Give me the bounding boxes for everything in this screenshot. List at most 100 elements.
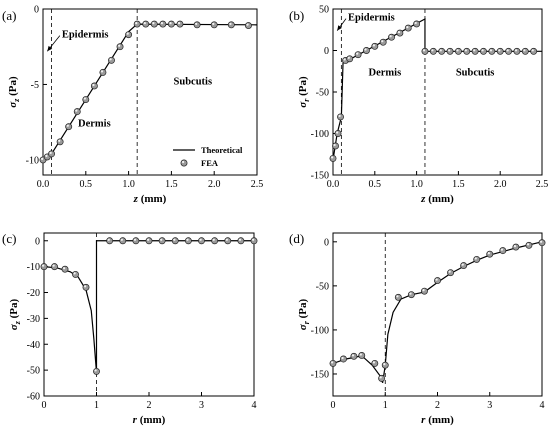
fea-data-point — [56, 138, 64, 146]
fea-marker — [460, 262, 468, 270]
fea-marker-highlight — [160, 238, 163, 241]
y-tick-label: -50 — [316, 88, 329, 99]
fea-marker — [525, 241, 533, 249]
fea-marker — [340, 355, 347, 363]
fea-marker-highlight — [336, 131, 339, 134]
fea-marker-highlight — [238, 238, 242, 241]
fea-data-point — [513, 47, 521, 55]
fea-data-point — [420, 287, 428, 295]
fea-marker — [180, 159, 188, 167]
fea-marker-highlight — [506, 49, 509, 52]
fea-marker-highlight — [540, 240, 543, 243]
fea-marker — [471, 47, 479, 55]
fea-marker — [505, 47, 513, 55]
fea-marker-highlight — [364, 48, 367, 51]
fea-marker — [211, 237, 219, 245]
fea-data-point — [158, 237, 166, 245]
x-axis-label: z (mm) — [420, 193, 454, 205]
fea-marker-highlight — [186, 238, 189, 241]
region-annotation: Dermis — [369, 67, 402, 78]
fea-marker — [358, 352, 366, 359]
fea-marker-highlight — [347, 56, 350, 59]
fea-marker-highlight — [49, 151, 52, 154]
fea-marker — [454, 47, 462, 55]
fea-marker — [106, 237, 114, 245]
fea-marker — [346, 55, 354, 63]
x-tick-label: 2 — [435, 400, 440, 411]
fea-data-point — [193, 21, 201, 29]
fea-marker-highlight — [498, 49, 501, 52]
fea-data-point — [210, 21, 218, 29]
fea-marker — [73, 108, 81, 116]
fea-marker-highlight — [107, 238, 110, 241]
fea-marker — [480, 47, 487, 55]
fea-data-point — [145, 237, 153, 245]
fea-marker-highlight — [75, 109, 78, 112]
fea-marker — [167, 20, 175, 28]
fea-data-point — [211, 237, 219, 245]
fea-marker — [237, 237, 245, 245]
fea-data-point — [237, 237, 245, 245]
fea-data-point — [488, 47, 496, 55]
y-tick-label: -10 — [27, 262, 40, 273]
fea-marker-highlight — [523, 49, 526, 52]
fea-marker-highlight — [359, 353, 362, 356]
fea-data-point — [446, 47, 454, 55]
series-line-theoretical — [43, 240, 254, 373]
fea-marker-highlight — [435, 278, 438, 281]
panel-letter: (b) — [289, 8, 304, 23]
fea-marker — [421, 47, 429, 55]
fea-marker-highlight — [341, 356, 344, 360]
series-line-theoretical — [42, 23, 258, 161]
fea-data-point — [93, 367, 100, 375]
fea-marker — [158, 237, 166, 245]
fea-data-point — [99, 68, 107, 76]
fea-data-point — [119, 237, 127, 245]
fea-data-point — [471, 47, 479, 55]
chart-panel-3: (d) 0 1 2 3 4 0 -50 -100 -150 r (mm) σr (Pa) — [289, 231, 546, 426]
chart-panel-1: (b) 0.0 0.5 1.0 1.5 2.0 2.5 50 0 -50 -100 -150 z (mm… — [289, 5, 548, 206]
x-tick-label: 0.5 — [369, 179, 382, 190]
fea-marker — [463, 47, 471, 55]
fea-data-point — [167, 20, 175, 28]
fea-marker — [334, 130, 342, 137]
fea-data-point — [176, 20, 184, 28]
y-axis-label: σr (Pa) — [297, 298, 311, 330]
fea-marker — [224, 237, 232, 245]
fea-marker — [176, 20, 184, 28]
fea-marker-highlight — [52, 264, 55, 267]
fea-data-point — [125, 31, 133, 39]
fea-marker-highlight — [331, 361, 334, 364]
fea-data-point — [407, 291, 415, 299]
fea-marker-highlight — [212, 238, 215, 241]
y-tick-label: 0 — [324, 237, 329, 248]
y-tick-label: -50 — [316, 281, 329, 292]
plot-frame — [332, 232, 543, 397]
fea-data-point — [463, 47, 471, 55]
fea-data-point — [61, 265, 69, 273]
fea-marker — [116, 43, 124, 51]
y-tick-label: -10 — [26, 155, 39, 166]
fea-marker-highlight — [169, 21, 172, 25]
x-tick-label: 3 — [487, 400, 492, 411]
fea-marker-highlight — [133, 238, 137, 241]
fea-data-point — [438, 47, 446, 55]
fea-marker-highlight — [448, 49, 451, 52]
fea-data-point — [73, 108, 81, 116]
fea-marker-highlight — [487, 252, 490, 255]
fea-marker-highlight — [389, 35, 392, 38]
fea-marker-highlight — [409, 292, 412, 295]
region-annotation: Subcutis — [456, 67, 495, 78]
fea-marker-highlight — [109, 58, 112, 61]
fea-data-point — [329, 154, 337, 162]
fea-marker — [332, 142, 339, 150]
x-tick-label: 0.5 — [80, 179, 93, 190]
fea-marker — [329, 154, 337, 162]
x-tick-label: 1.0 — [410, 179, 423, 190]
fea-data-point — [354, 51, 362, 59]
fea-marker-highlight — [481, 49, 484, 52]
fea-marker-highlight — [514, 49, 518, 52]
fea-data-point — [521, 47, 529, 55]
fea-marker-highlight — [456, 49, 459, 52]
fea-data-point — [108, 56, 115, 64]
